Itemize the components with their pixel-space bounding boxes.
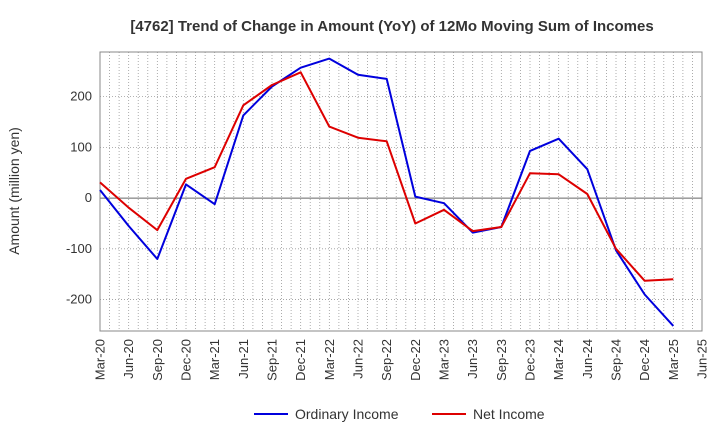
y-tick-label: 100 [70,139,92,154]
x-tick-label: Sep-20 [150,339,165,381]
x-tick-label: Mar-25 [666,339,681,380]
x-tick-label: Jun-23 [465,339,480,379]
y-tick-label: 0 [85,190,92,205]
x-tick-label: Dec-21 [293,339,308,381]
y-tick-label: 200 [70,89,92,104]
x-tick-label: Mar-20 [93,339,108,380]
legend-label-ordinary-income: Ordinary Income [295,406,399,422]
y-axis-title: Amount (million yen) [6,127,22,255]
y-tick-label: -100 [66,241,92,256]
x-tick-label: Sep-23 [494,339,509,381]
x-tick-label: Jun-20 [121,339,136,379]
x-tick-label: Jun-21 [236,339,251,379]
series-line-ordinary-income [99,57,675,327]
x-tick-label: Jun-24 [580,339,595,379]
plot-frame [99,51,703,332]
chart-title: [4762] Trend of Change in Amount (YoY) o… [130,18,653,35]
y-tick-label: -200 [66,292,92,307]
series-line-net-income [99,71,674,282]
axis-layer: -200 -100 0 100 200 Mar-20 Jun-20 Sep-20 Dec-20 M… [66,51,710,381]
x-tick-label: Mar-21 [207,339,222,380]
x-tick-label: Jun-22 [351,339,366,379]
legend-label-net-income: Net Income [473,406,545,422]
series-layer [99,57,675,327]
x-tick-label: Mar-22 [322,339,337,380]
x-tick-label: Dec-22 [408,339,423,381]
x-tick-label: Jun-25 [695,339,710,379]
x-tick-label: Sep-22 [379,339,394,381]
legend: Ordinary Income Net Income [254,406,545,422]
x-tick-label: Sep-24 [609,339,624,381]
x-tick-label: Dec-23 [523,339,538,381]
grid-layer [100,52,702,331]
x-tick-label: Mar-24 [551,339,566,380]
x-tick-label: Sep-21 [265,339,280,381]
x-tick-label: Dec-20 [179,339,194,381]
x-tick-label: Mar-23 [437,339,452,380]
x-tick-label: Dec-24 [637,339,652,381]
